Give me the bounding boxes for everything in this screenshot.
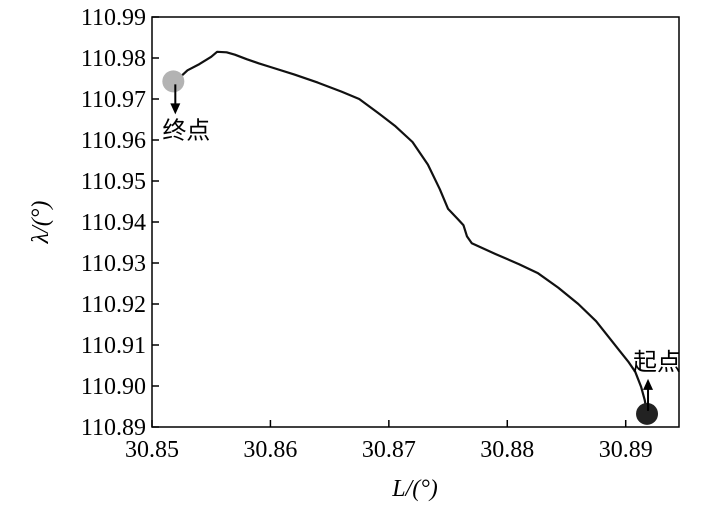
y-tick-label: 110.99 <box>81 5 146 31</box>
start-point-label: 起点 <box>633 348 681 376</box>
end-point-label: 终点 <box>162 116 210 144</box>
end-point-marker <box>162 70 185 93</box>
y-tick-label: 110.92 <box>81 292 146 318</box>
y-tick-label: 110.93 <box>81 251 146 277</box>
x-tick-label: 30.86 <box>243 437 297 463</box>
x-axis: 30.85 30.86 30.87 30.88 30.89 <box>125 420 653 463</box>
plot-frame <box>151 16 680 428</box>
y-tick-label: 110.91 <box>81 333 146 359</box>
trajectory-line <box>172 50 649 413</box>
y-tick-label: 110.95 <box>81 169 146 195</box>
y-tick-label: 110.90 <box>81 374 146 400</box>
y-tick-label: 110.89 <box>81 415 146 441</box>
up-arrow-icon <box>643 378 654 390</box>
y-tick-label: 110.96 <box>81 128 146 154</box>
y-tick-label: 110.94 <box>81 210 146 236</box>
y-axis-label: λ/(°) <box>28 201 54 245</box>
y-tick-label: 110.98 <box>81 46 146 72</box>
y-tick-label: 110.97 <box>81 87 146 113</box>
y-axis: 110.89 110.90 110.91 110.92 110.93 110.94 110.… <box>81 5 159 441</box>
x-tick-label: 30.88 <box>480 437 534 463</box>
x-tick-label: 30.85 <box>125 437 179 463</box>
start-point-marker <box>636 402 659 425</box>
x-tick-label: 30.89 <box>599 437 653 463</box>
x-tick-label: 30.87 <box>362 437 416 463</box>
down-arrow-icon <box>170 103 181 115</box>
x-axis-label: L/(°) <box>391 476 438 502</box>
